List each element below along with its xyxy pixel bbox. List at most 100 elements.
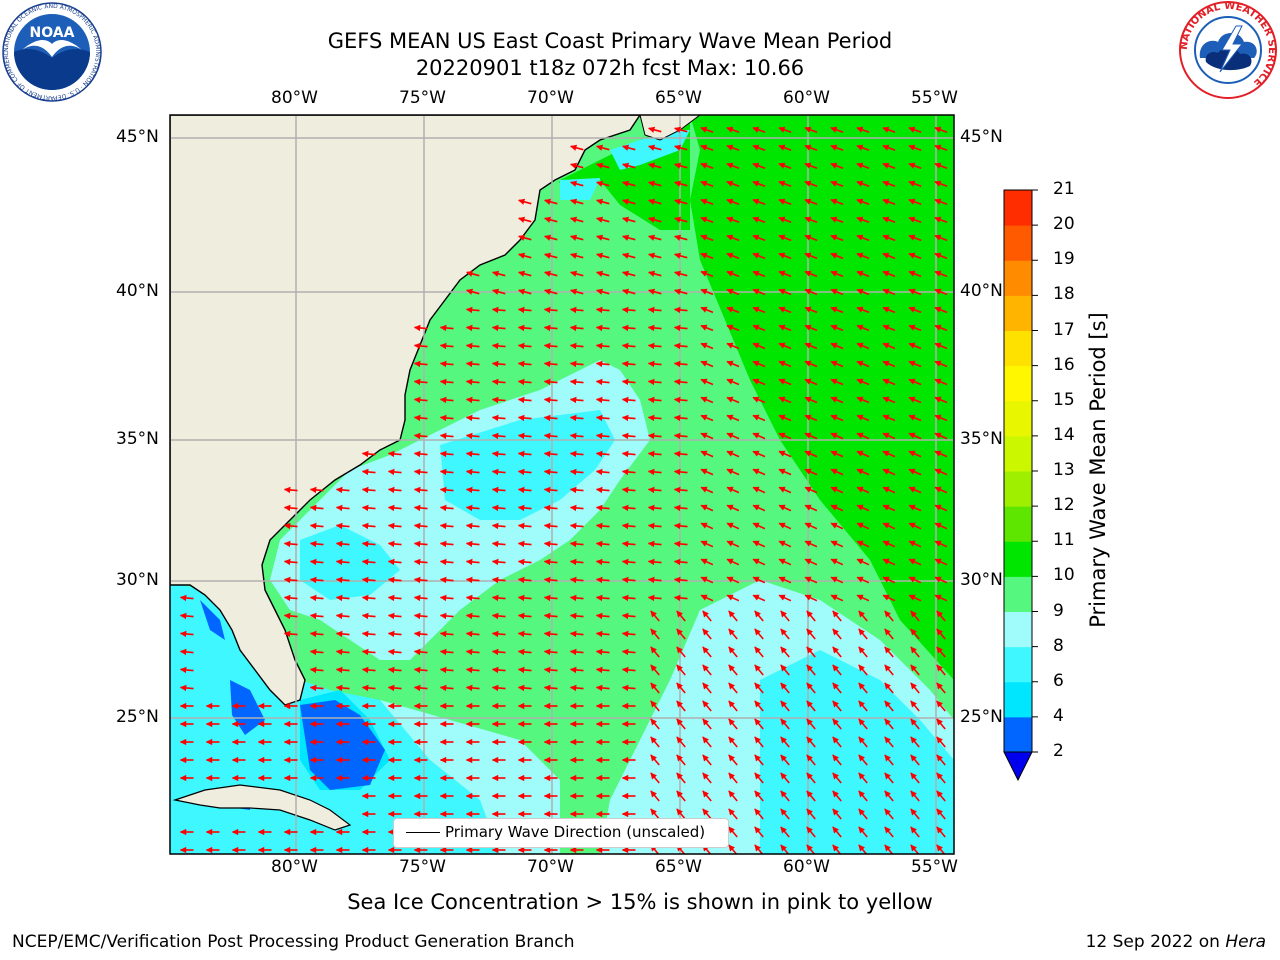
wave-direction-arrow xyxy=(283,486,298,494)
wave-direction-arrow xyxy=(335,612,350,620)
wave-direction-arrow xyxy=(910,646,920,658)
wave-direction-arrow xyxy=(726,234,740,242)
wave-direction-arrow xyxy=(936,790,946,802)
wave-direction-arrow xyxy=(621,540,636,548)
wave-direction-arrow xyxy=(309,576,324,584)
wave-direction-arrow xyxy=(309,684,324,692)
wave-direction-arrow xyxy=(569,414,584,422)
lon-tick-top-70w: 70°W xyxy=(527,88,574,108)
wave-direction-arrow xyxy=(856,360,870,368)
wave-direction-arrow xyxy=(702,808,712,820)
wave-direction-arrow xyxy=(882,162,896,170)
wave-direction-arrow xyxy=(569,576,584,584)
wave-direction-arrow xyxy=(465,450,480,458)
wave-direction-arrow xyxy=(858,664,868,676)
wave-direction-arrow xyxy=(806,700,816,712)
wave-direction-arrow xyxy=(936,808,946,820)
wave-direction-arrow xyxy=(517,648,532,656)
wave-direction-arrow xyxy=(569,450,584,458)
wave-direction-arrow xyxy=(465,522,480,530)
wave-direction-arrow xyxy=(804,468,818,476)
wave-direction-arrow xyxy=(754,700,764,712)
wave-direction-arrow xyxy=(728,700,738,712)
colorbar-bin xyxy=(1004,295,1032,331)
wave-direction-arrow xyxy=(908,504,922,512)
wave-direction-arrow xyxy=(491,396,506,404)
wave-direction-arrow xyxy=(674,126,688,133)
wave-direction-arrow xyxy=(387,558,402,566)
wave-direction-arrow xyxy=(676,718,686,730)
wave-direction-arrow xyxy=(908,576,922,584)
wave-direction-arrow xyxy=(832,682,842,694)
wave-direction-arrow xyxy=(882,486,896,494)
wave-direction-arrow xyxy=(647,324,662,332)
cuba-land xyxy=(172,784,352,831)
colorbar-tick-label: 4 xyxy=(1053,705,1064,726)
wave-direction-arrow xyxy=(622,162,636,169)
wave-direction-arrow xyxy=(882,234,896,242)
wave-direction-arrow xyxy=(908,252,922,260)
wave-direction-arrow xyxy=(752,306,766,314)
wave-direction-arrow xyxy=(569,486,584,494)
colorbar-tick-label: 18 xyxy=(1053,284,1075,305)
wave-direction-arrow xyxy=(439,504,454,512)
wave-direction-arrow xyxy=(676,754,686,766)
lon-tick-bottom-60w: 60°W xyxy=(783,857,830,877)
wave-direction-arrow xyxy=(413,558,428,566)
wave-direction-arrow xyxy=(621,558,636,566)
wave-direction-arrow xyxy=(335,522,350,530)
wave-direction-arrow xyxy=(934,306,948,314)
wave-direction-arrow xyxy=(778,468,792,476)
wave-direction-arrow xyxy=(361,684,376,692)
wave-direction-arrow xyxy=(884,754,894,766)
wave-direction-arrow xyxy=(596,198,610,205)
wave-direction-arrow xyxy=(674,162,688,169)
wave-direction-arrow xyxy=(884,718,894,730)
footer-date-host: 12 Sep 2022 on Hera xyxy=(1086,932,1266,952)
wave-direction-arrow xyxy=(908,396,922,404)
wave-direction-arrow xyxy=(856,468,870,476)
wave-direction-arrow xyxy=(569,360,584,368)
wave-direction-arrow xyxy=(673,468,688,476)
colorbar-bin xyxy=(1004,435,1032,472)
wave-direction-arrow xyxy=(858,682,868,694)
wave-direction-arrow xyxy=(309,504,324,512)
wave-direction-arrow xyxy=(830,522,844,530)
wave-direction-arrow xyxy=(595,396,610,404)
wave-direction-arrow xyxy=(934,576,948,584)
wave-direction-arrow xyxy=(596,234,610,241)
wave-direction-arrow xyxy=(936,682,946,694)
wave-direction-arrow xyxy=(491,648,506,656)
wave-direction-arrow xyxy=(648,144,662,151)
wave-direction-arrow xyxy=(676,736,686,748)
wave-direction-arrow xyxy=(517,504,532,512)
wave-direction-arrow xyxy=(647,540,662,548)
wave-direction-arrow xyxy=(882,378,896,386)
wave-direction-arrow xyxy=(622,180,636,187)
wave-direction-arrow xyxy=(413,378,428,386)
wave-direction-arrow xyxy=(465,540,480,548)
wave-direction-arrow xyxy=(439,360,454,368)
colorbar-tick-label: 8 xyxy=(1053,635,1064,656)
footer-branch: NCEP/EMC/Verification Post Processing Pr… xyxy=(12,932,575,952)
wave-direction-arrow xyxy=(491,468,506,476)
wave-direction-arrow xyxy=(595,594,610,602)
wave-direction-arrow xyxy=(858,628,868,640)
wave-direction-arrow xyxy=(752,162,766,170)
wave-direction-arrow xyxy=(179,684,194,692)
wave-direction-arrow xyxy=(543,576,558,584)
wave-direction-arrow xyxy=(700,558,714,566)
wave-direction-arrow xyxy=(752,180,766,188)
wave-direction-arrow xyxy=(673,360,688,368)
wave-direction-arrow xyxy=(936,754,946,766)
wave-direction-arrow xyxy=(387,540,402,548)
wave-direction-arrow xyxy=(517,576,532,584)
wave-direction-arrow xyxy=(830,198,844,206)
wave-direction-arrow xyxy=(465,306,480,314)
wave-direction-arrow xyxy=(621,648,636,656)
wave-direction-arrow xyxy=(283,612,298,620)
wave-direction-arrow xyxy=(830,288,844,296)
wave-direction-arrow xyxy=(361,522,376,530)
lat-tick-right-40n: 40°N xyxy=(960,281,1003,301)
wave-direction-arrow xyxy=(465,432,480,440)
